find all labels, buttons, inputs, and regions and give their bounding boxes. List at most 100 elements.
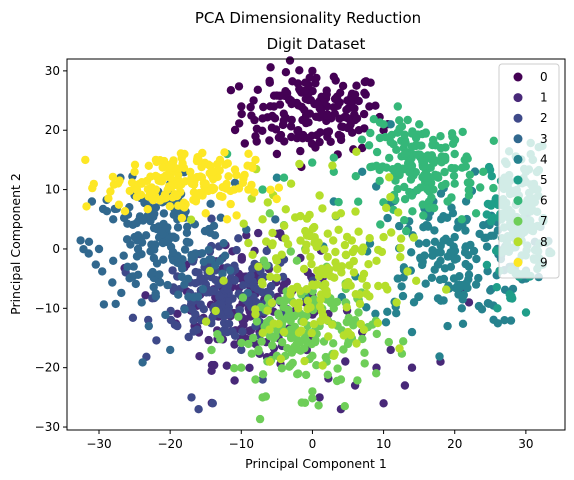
x-axis: −30 −20 −10 0 10 20 30: [86, 430, 534, 451]
data-point-3: [166, 242, 176, 252]
data-point-9: [166, 173, 175, 182]
data-point-0: [315, 137, 324, 147]
data-point-9: [88, 183, 97, 193]
data-point-1: [237, 274, 246, 283]
data-point-7: [279, 298, 289, 307]
data-point-4: [428, 246, 437, 255]
data-point-7: [372, 329, 381, 339]
data-point-6: [471, 209, 481, 218]
data-point-1: [173, 309, 182, 318]
data-point-0: [270, 114, 280, 123]
data-point-6: [402, 226, 411, 236]
data-point-8: [201, 317, 211, 326]
legend-label-0: 0: [540, 70, 548, 84]
legend-marker-3: [513, 134, 523, 144]
data-point-9: [244, 149, 253, 158]
data-point-0: [272, 91, 281, 100]
data-point-0: [234, 82, 244, 91]
data-point-7: [384, 337, 393, 347]
data-point-8: [396, 234, 406, 243]
data-point-5: [487, 172, 496, 181]
data-point-8: [307, 328, 316, 338]
data-point-4: [381, 318, 391, 327]
data-point-8: [396, 243, 405, 253]
data-point-6: [423, 185, 432, 194]
data-point-6: [405, 168, 414, 177]
data-point-7: [308, 394, 317, 403]
data-point-4: [457, 304, 466, 313]
legend-label-9: 9: [540, 255, 548, 269]
data-point-4: [446, 262, 456, 271]
data-point-9: [125, 186, 134, 196]
data-point-7: [360, 348, 369, 357]
data-point-6: [393, 102, 402, 111]
y-tick-label: 10: [45, 183, 60, 197]
data-point-4: [393, 274, 402, 283]
data-point-6: [427, 193, 436, 202]
data-point-7: [292, 256, 302, 265]
data-point-9: [232, 211, 241, 220]
data-point-2: [187, 305, 197, 314]
data-point-8: [412, 276, 421, 285]
data-point-4: [435, 275, 445, 284]
data-point-9: [137, 179, 146, 188]
data-point-0: [336, 88, 345, 98]
data-point-0: [296, 146, 305, 156]
data-point-8: [365, 234, 374, 243]
data-point-8: [354, 227, 363, 236]
data-point-6: [388, 165, 397, 174]
data-point-8: [258, 215, 267, 224]
data-point-8: [301, 246, 310, 255]
data-point-8: [317, 264, 326, 273]
data-point-3: [177, 272, 187, 282]
legend-label-5: 5: [540, 173, 548, 187]
legend-marker-1: [513, 93, 523, 103]
data-point-8: [336, 209, 346, 218]
data-point-1: [141, 291, 150, 300]
legend-marker-6: [513, 196, 523, 206]
data-point-7: [259, 256, 269, 265]
data-point-8: [283, 240, 293, 249]
data-point-6: [400, 195, 410, 204]
data-point-8: [358, 274, 367, 283]
data-point-9: [81, 155, 90, 165]
data-point-8: [365, 292, 374, 301]
legend-label-7: 7: [540, 214, 548, 228]
data-point-0: [303, 134, 313, 143]
data-point-2: [223, 307, 232, 316]
data-point-0: [337, 122, 346, 131]
data-point-3: [129, 262, 138, 271]
data-point-1: [204, 335, 213, 345]
data-point-4: [439, 296, 448, 305]
data-point-8: [381, 281, 390, 291]
data-point-8: [374, 245, 383, 255]
data-point-4: [386, 120, 395, 129]
data-point-3: [174, 290, 183, 299]
data-point-7: [284, 305, 293, 315]
data-point-8: [295, 159, 304, 169]
data-point-3: [185, 238, 194, 247]
data-point-8: [263, 306, 272, 315]
y-axis: −30 −20 −10 0 10 20 30: [35, 64, 67, 434]
data-point-9: [208, 167, 217, 176]
data-point-1: [254, 228, 263, 238]
data-point-3: [158, 238, 168, 248]
data-point-8: [374, 281, 383, 291]
data-point-8: [322, 286, 331, 295]
data-point-3: [180, 245, 190, 254]
data-point-5: [487, 200, 496, 209]
x-tick-label: 0: [309, 437, 317, 451]
data-point-9: [158, 163, 167, 172]
data-point-9: [223, 159, 232, 168]
data-point-0: [230, 125, 240, 135]
data-point-8: [409, 233, 418, 242]
data-point-8: [386, 192, 395, 202]
data-point-8: [403, 267, 412, 276]
series-6: [222, 102, 498, 236]
data-point-4: [443, 321, 452, 331]
y-tick-label: 0: [52, 242, 60, 256]
data-point-0: [322, 90, 331, 99]
data-point-2: [166, 315, 176, 325]
y-tick-label: 30: [45, 64, 60, 78]
data-point-8: [321, 279, 330, 289]
